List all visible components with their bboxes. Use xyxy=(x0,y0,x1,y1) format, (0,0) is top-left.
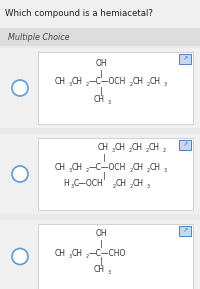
Text: ↗: ↗ xyxy=(182,229,188,234)
Text: CH: CH xyxy=(55,162,66,171)
Text: CH: CH xyxy=(72,162,83,171)
Text: 3: 3 xyxy=(69,253,72,258)
Bar xyxy=(38,138,193,210)
Circle shape xyxy=(12,166,28,182)
Text: 3: 3 xyxy=(147,184,150,190)
Text: H: H xyxy=(63,179,69,188)
Bar xyxy=(0,28,200,46)
Text: —C—OCH: —C—OCH xyxy=(89,162,126,171)
Bar xyxy=(179,140,191,150)
Text: 3: 3 xyxy=(164,168,167,173)
Text: CH: CH xyxy=(72,249,83,257)
Text: CH: CH xyxy=(149,144,160,153)
Text: 2: 2 xyxy=(113,184,116,190)
Text: Which compound is a hemiacetal?: Which compound is a hemiacetal? xyxy=(5,10,153,18)
Text: 2: 2 xyxy=(86,82,89,88)
Text: CH: CH xyxy=(133,162,144,171)
Text: OH: OH xyxy=(96,229,108,238)
Text: C—OCH: C—OCH xyxy=(74,179,104,188)
Text: 2: 2 xyxy=(130,82,133,88)
Text: —C—CHO: —C—CHO xyxy=(89,249,126,257)
Text: 3: 3 xyxy=(71,184,74,190)
Bar xyxy=(0,220,200,289)
Text: Multiple Choice: Multiple Choice xyxy=(8,32,70,42)
Text: 2: 2 xyxy=(129,149,132,153)
Text: 2: 2 xyxy=(130,168,133,173)
Text: —C—OCH: —C—OCH xyxy=(89,77,126,86)
Text: 2: 2 xyxy=(86,253,89,258)
Text: CH: CH xyxy=(150,162,161,171)
Circle shape xyxy=(12,249,28,264)
Text: CH: CH xyxy=(94,95,105,105)
Text: 3: 3 xyxy=(112,149,115,153)
Text: 2: 2 xyxy=(147,82,150,88)
Text: CH: CH xyxy=(116,179,127,188)
Text: OH: OH xyxy=(96,58,108,68)
Bar xyxy=(38,224,193,289)
Text: CH: CH xyxy=(72,77,83,86)
Text: CH: CH xyxy=(133,179,144,188)
Text: CH: CH xyxy=(55,249,66,257)
Text: 3: 3 xyxy=(108,271,111,275)
Text: 2: 2 xyxy=(86,168,89,173)
Text: 2: 2 xyxy=(146,149,149,153)
Text: ↗: ↗ xyxy=(182,142,188,147)
Text: 3: 3 xyxy=(108,101,111,105)
Text: CH: CH xyxy=(98,144,109,153)
Text: 2: 2 xyxy=(130,184,133,190)
Text: 3: 3 xyxy=(164,82,167,88)
Text: CH: CH xyxy=(133,77,144,86)
Text: CH: CH xyxy=(94,266,105,275)
Bar xyxy=(179,54,191,64)
Text: ↗: ↗ xyxy=(182,57,188,62)
Text: 3: 3 xyxy=(69,168,72,173)
Text: CH: CH xyxy=(55,77,66,86)
Bar xyxy=(38,52,193,124)
Text: CH: CH xyxy=(150,77,161,86)
Bar xyxy=(0,134,200,214)
Text: CH: CH xyxy=(132,144,143,153)
Bar xyxy=(179,226,191,236)
Text: 3: 3 xyxy=(69,82,72,88)
Bar xyxy=(0,48,200,128)
Text: CH: CH xyxy=(115,144,126,153)
Text: 2: 2 xyxy=(147,168,150,173)
Circle shape xyxy=(12,80,28,96)
Text: 2: 2 xyxy=(163,149,166,153)
